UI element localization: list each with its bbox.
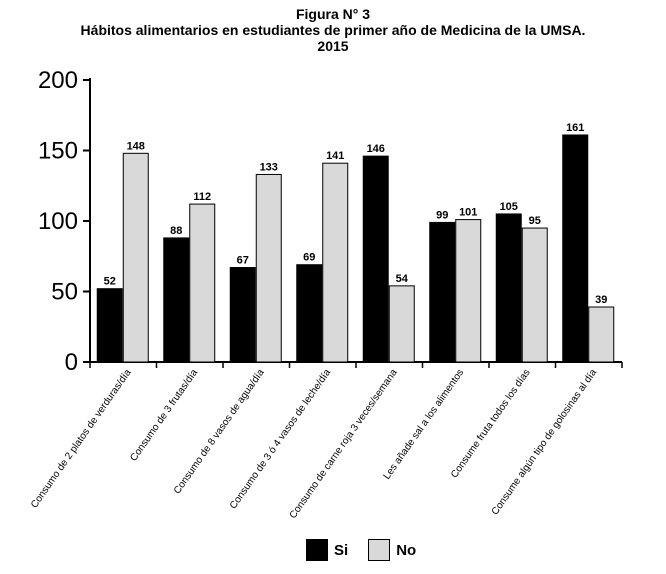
data-label-no: 39: [595, 294, 607, 306]
y-tick-label: 50: [51, 279, 78, 306]
data-label-si: 99: [436, 209, 448, 221]
bar-no: [388, 285, 415, 363]
legend-item-si: Si: [306, 539, 348, 561]
data-label-si: 67: [237, 255, 249, 267]
data-label-si: 105: [500, 201, 518, 213]
bar-si: [296, 264, 323, 363]
x-category-label: Consume algún tipo de golosinas al día: [490, 367, 600, 517]
x-category-label: Consumo de 2 platos de verduras/día: [29, 367, 134, 510]
data-label-no: 101: [459, 207, 477, 219]
chart-legend: Si No: [306, 538, 416, 562]
legend-item-no: No: [368, 539, 416, 561]
y-tick-label: 200: [38, 67, 78, 94]
bar-no: [588, 306, 615, 363]
data-label-si: 69: [303, 252, 315, 264]
bar-si: [163, 237, 190, 363]
x-category-label: Les añade sal a los alimentos: [382, 367, 467, 481]
bar-si: [562, 134, 589, 363]
data-label-si: 52: [104, 276, 116, 288]
chart-year: 2015: [317, 38, 349, 54]
bar-no: [455, 219, 482, 363]
data-label-no: 95: [529, 215, 541, 227]
chart-title-block: Figura N° 3 Hábitos alimentarios en estu…: [0, 6, 666, 54]
data-label-no: 148: [127, 140, 145, 152]
data-label-no: 54: [396, 273, 409, 285]
y-tick-label: 150: [38, 138, 78, 165]
x-category-label: Consume fruta todos los días: [449, 367, 533, 480]
data-label-si: 88: [170, 225, 182, 237]
data-label-no: 112: [193, 191, 211, 203]
bar-no: [189, 203, 216, 363]
x-category-label: Consumo de 3 frutas/día: [128, 367, 200, 463]
figure-label: Figura N° 3: [295, 6, 371, 22]
legend-label-si: Si: [334, 541, 349, 559]
legend-swatch-si: [306, 539, 328, 561]
bar-no: [521, 227, 548, 363]
data-label-si: 146: [367, 143, 385, 155]
bar-si: [362, 155, 389, 363]
chart-title: Hábitos alimentarios en estudiantes de p…: [80, 22, 586, 38]
legend-label-no: No: [396, 541, 417, 559]
data-label-si: 161: [566, 122, 584, 134]
bar-no: [122, 152, 149, 363]
bar-si: [429, 221, 456, 363]
bar-si: [495, 213, 522, 363]
bar-no: [322, 162, 349, 363]
bar-si: [96, 288, 123, 363]
y-tick-label: 0: [65, 349, 78, 376]
y-tick-label: 100: [38, 208, 78, 235]
x-category-label: Consumo de carne roja 3 veces/semana: [288, 367, 400, 521]
legend-swatch-no: [368, 539, 391, 561]
data-label-no: 141: [326, 150, 344, 162]
bar-si: [229, 267, 256, 363]
bar-no: [255, 173, 282, 363]
data-label-no: 133: [260, 161, 278, 173]
